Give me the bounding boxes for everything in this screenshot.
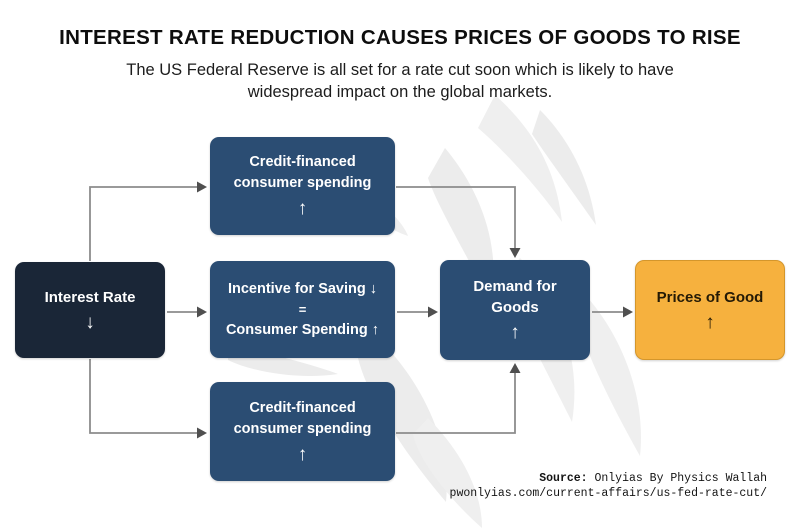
arrowhead-right-icon xyxy=(197,181,207,193)
box-credit-financed-top: Credit-financed consumer spending ↑ xyxy=(210,137,395,235)
connector-interest-to-credit-bottom xyxy=(89,359,197,434)
header: INTEREST RATE REDUCTION CAUSES PRICES OF… xyxy=(0,26,800,103)
source-url: pwonlyias.com/current-affairs/us-fed-rat… xyxy=(449,486,767,500)
box-incentive-for-saving: Incentive for Saving ↓ = Consumer Spendi… xyxy=(210,261,395,358)
equals-sign: = xyxy=(298,301,307,317)
up-arrow-icon: ↑ xyxy=(510,322,520,343)
up-arrow-icon: ↑ xyxy=(297,198,308,219)
box-label: Credit-financed xyxy=(249,399,356,416)
source-line: Source: Onlyias By Physics Wallah xyxy=(450,472,767,487)
source-label: Source: xyxy=(539,472,588,485)
box-label: Prices of Good xyxy=(656,288,764,306)
connector-credit-top-to-demand xyxy=(396,186,516,248)
arrowhead-right-icon xyxy=(197,427,207,439)
page-subtitle: The US Federal Reserve is all set for a … xyxy=(0,59,800,103)
source-attribution: Source: Onlyias By Physics Wallah pwonly… xyxy=(450,472,767,501)
box-label: consumer spending xyxy=(233,420,372,437)
source-name: Onlyias By Physics Wallah xyxy=(587,472,767,485)
arrowhead-right-icon xyxy=(428,306,438,318)
box-demand-for-goods: Demand for Goods ↑ xyxy=(440,260,590,360)
box-label: Interest Rate xyxy=(44,288,136,306)
box-credit-financed-bottom: Credit-financed consumer spending ↑ xyxy=(210,382,395,481)
up-arrow-icon: ↑ xyxy=(705,311,715,333)
page-title: INTEREST RATE REDUCTION CAUSES PRICES OF… xyxy=(59,26,741,49)
subtitle-line: The US Federal Reserve is all set for a … xyxy=(126,61,674,79)
box-interest-rate: Interest Rate ↓ xyxy=(15,262,165,358)
down-arrow-icon: ↓ xyxy=(85,311,95,333)
subtitle-line: widespread impact on the global markets. xyxy=(247,83,553,101)
box-prices-of-good: Prices of Good ↑ xyxy=(635,260,785,360)
box-label: Credit-financed xyxy=(249,154,356,170)
box-label: Consumer Spending ↑ xyxy=(225,321,380,338)
connector-interest-to-credit-top xyxy=(89,186,197,261)
arrowhead-down-icon xyxy=(509,248,521,258)
arrowhead-right-icon xyxy=(623,306,633,318)
arrowhead-up-icon xyxy=(509,363,521,373)
up-arrow-icon: ↑ xyxy=(297,443,308,465)
box-label: Demand for Goods xyxy=(473,278,557,316)
box-label: Incentive for Saving ↓ xyxy=(227,280,378,297)
connector-credit-bottom-to-demand xyxy=(396,373,516,434)
box-label: consumer spending xyxy=(233,175,372,191)
arrowhead-right-icon xyxy=(197,306,207,318)
